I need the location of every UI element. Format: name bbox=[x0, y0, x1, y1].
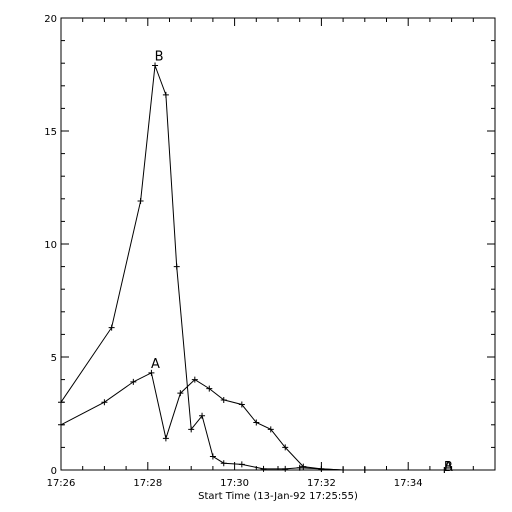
series-a-point bbox=[238, 401, 245, 408]
series-b-label: B bbox=[155, 49, 164, 64]
y-tick-label: 10 bbox=[44, 240, 57, 251]
series-b-point bbox=[260, 465, 267, 472]
series-a-point bbox=[162, 435, 169, 442]
series-b-point bbox=[441, 467, 448, 473]
series-b-point bbox=[238, 461, 245, 468]
x-axis-label: Start Time (13-Jan-92 17:25:55) bbox=[198, 491, 358, 502]
y-tick-label: 0 bbox=[51, 466, 57, 477]
x-tick-label: 17:28 bbox=[133, 478, 162, 489]
series-a-point bbox=[300, 463, 307, 470]
series-b-point bbox=[209, 453, 216, 460]
y-tick-label: 5 bbox=[51, 353, 57, 364]
x-tick-label: 17:26 bbox=[47, 478, 76, 489]
series-b-point bbox=[361, 467, 368, 473]
series-b-line bbox=[60, 65, 445, 471]
series-b: BB bbox=[58, 49, 453, 475]
plot-frame bbox=[60, 17, 496, 471]
series-b-point bbox=[162, 91, 169, 98]
series-a-point bbox=[177, 390, 184, 397]
series-a-point bbox=[253, 419, 260, 426]
series-a-point bbox=[148, 369, 155, 376]
series-b-point bbox=[220, 460, 227, 467]
series-b-point bbox=[199, 412, 206, 419]
series-b-point bbox=[137, 198, 144, 205]
x-tick-label: 17:30 bbox=[220, 478, 249, 489]
series-a: AA bbox=[58, 357, 453, 475]
series-b-point bbox=[282, 465, 289, 472]
series-a-point bbox=[220, 396, 227, 403]
series-b-point bbox=[318, 465, 325, 472]
series-a-label: A bbox=[151, 357, 160, 372]
series-b-point bbox=[58, 399, 64, 406]
series-a-line bbox=[60, 372, 445, 471]
series-b-point bbox=[108, 324, 115, 331]
series-a-point bbox=[282, 444, 289, 451]
series-b-end-label: B bbox=[444, 460, 453, 475]
series-b-point bbox=[152, 62, 159, 69]
series-a-point bbox=[130, 378, 137, 385]
x-tick-label: 17:34 bbox=[394, 478, 423, 489]
series-a-point bbox=[101, 399, 108, 406]
y-tick-label: 20 bbox=[44, 14, 57, 25]
series-b-point bbox=[340, 467, 347, 473]
y-tick-label: 15 bbox=[44, 127, 57, 138]
series-b-point bbox=[173, 263, 180, 270]
series-b-point bbox=[188, 426, 195, 433]
series-a-point bbox=[206, 385, 213, 392]
series-a-point bbox=[191, 376, 198, 383]
series-a-end-label: A bbox=[444, 460, 453, 475]
tick-labels: 0 5 10 15 20 17:26 17:28 17:30 17:32 17:34 bbox=[44, 14, 422, 489]
x-tick-label: 17:32 bbox=[307, 478, 336, 489]
series-b-point bbox=[296, 464, 303, 471]
axis-ticks bbox=[60, 17, 495, 471]
series-a-point bbox=[267, 426, 274, 433]
series-a-point bbox=[58, 421, 64, 428]
